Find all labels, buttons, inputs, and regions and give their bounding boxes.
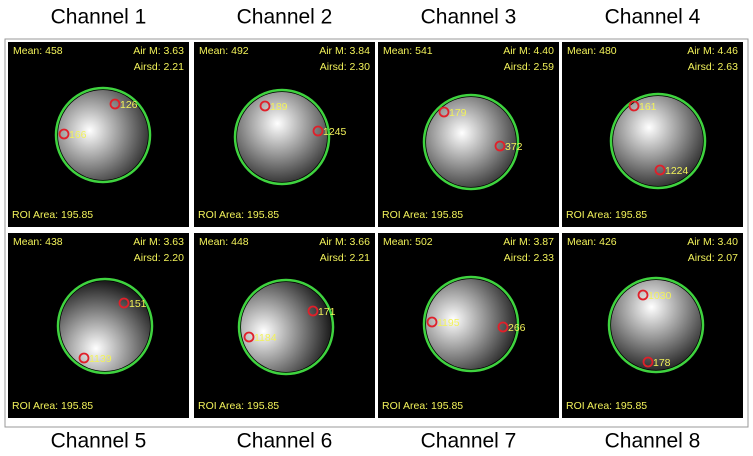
air-mean-label: Air M: 3.66 <box>319 236 370 248</box>
marker-label: 1224 <box>665 165 689 177</box>
roi-area-label: ROI Area: 195.85 <box>566 400 647 412</box>
channel-panel: Mean: 448 Air M: 3.66 Airsd: 2.21 ROI Area:… <box>194 233 375 418</box>
marker-label: 161 <box>639 101 657 113</box>
mean-label: Mean: 502 <box>383 236 433 248</box>
roi-area-label: ROI Area: 195.85 <box>566 209 647 221</box>
channel-caption: Channel 5 <box>51 430 147 453</box>
air-sd-label: Airsd: 2.30 <box>320 61 370 73</box>
phantom <box>241 282 331 372</box>
air-sd-label: Airsd: 2.21 <box>134 61 184 73</box>
phantom <box>613 96 703 186</box>
air-mean-label: Air M: 4.46 <box>687 45 738 57</box>
channel-caption: Channel 4 <box>605 6 701 29</box>
marker-label: 1184 <box>254 332 277 344</box>
marker-label: 178 <box>653 357 671 369</box>
air-mean-label: Air M: 3.87 <box>503 236 554 248</box>
air-mean-label: Air M: 4.40 <box>503 45 554 57</box>
air-sd-label: Airsd: 2.63 <box>688 61 738 73</box>
mean-label: Mean: 480 <box>567 45 617 57</box>
channel-caption: Channel 6 <box>237 430 333 453</box>
marker-label: 1139 <box>89 353 112 365</box>
channel-panel: Mean: 492 Air M: 3.84 Airsd: 2.30 ROI Area:… <box>194 42 375 227</box>
marker-label: 189 <box>270 101 288 113</box>
roi-area-label: ROI Area: 195.85 <box>382 400 463 412</box>
channel-panel: Mean: 541 Air M: 4.40 Airsd: 2.59 ROI Area:… <box>378 42 559 227</box>
marker-label: 1030 <box>648 290 672 302</box>
mean-label: Mean: 426 <box>567 236 617 248</box>
air-sd-label: Airsd: 2.20 <box>134 252 184 264</box>
air-sd-label: Airsd: 2.33 <box>504 252 554 264</box>
marker-label: 166 <box>69 129 87 141</box>
marker-label: 1245 <box>323 126 347 138</box>
channel-panel: Mean: 426 Air M: 3.40 Airsd: 2.07 ROI Area:… <box>562 233 743 418</box>
marker-label: 126 <box>120 99 138 111</box>
air-mean-label: Air M: 3.40 <box>687 236 738 248</box>
air-sd-label: Airsd: 2.07 <box>688 252 738 264</box>
channel-panel: Mean: 502 Air M: 3.87 Airsd: 2.33 ROI Area:… <box>378 233 559 418</box>
channel-panel: Mean: 438 Air M: 3.63 Airsd: 2.20 ROI Area:… <box>8 233 189 418</box>
channel-caption: Channel 3 <box>421 6 517 29</box>
channel-caption: Channel 1 <box>51 6 147 29</box>
air-mean-label: Air M: 3.63 <box>133 236 184 248</box>
figure: Mean: 458 Air M: 3.63 Airsd: 2.21 ROI Area:… <box>0 0 753 456</box>
marker-label: 151 <box>129 298 147 310</box>
channel-panel: Mean: 458 Air M: 3.63 Airsd: 2.21 ROI Area:… <box>8 42 189 227</box>
roi-area-label: ROI Area: 195.85 <box>198 209 279 221</box>
mean-label: Mean: 458 <box>13 45 63 57</box>
air-sd-label: Airsd: 2.59 <box>504 61 554 73</box>
channel-caption: Channel 2 <box>237 6 333 29</box>
marker-label: 266 <box>508 322 526 334</box>
air-mean-label: Air M: 3.84 <box>319 45 370 57</box>
roi-area-label: ROI Area: 195.85 <box>382 209 463 221</box>
mean-label: Mean: 438 <box>13 236 63 248</box>
roi-area-label: ROI Area: 195.85 <box>198 400 279 412</box>
marker-label: 372 <box>505 141 523 153</box>
marker-label: 171 <box>318 306 336 318</box>
marker-label: 179 <box>449 107 467 119</box>
channel-caption: Channel 8 <box>605 430 701 453</box>
mean-label: Mean: 541 <box>383 45 433 57</box>
marker-label: 1195 <box>437 317 460 329</box>
channel-caption: Channel 7 <box>421 430 517 453</box>
air-sd-label: Airsd: 2.21 <box>320 252 370 264</box>
mean-label: Mean: 448 <box>199 236 249 248</box>
mean-label: Mean: 492 <box>199 45 249 57</box>
channel-panel: Mean: 480 Air M: 4.46 Airsd: 2.63 ROI Area:… <box>562 42 743 227</box>
roi-area-label: ROI Area: 195.85 <box>12 209 93 221</box>
roi-area-label: ROI Area: 195.85 <box>12 400 93 412</box>
air-mean-label: Air M: 3.63 <box>133 45 184 57</box>
